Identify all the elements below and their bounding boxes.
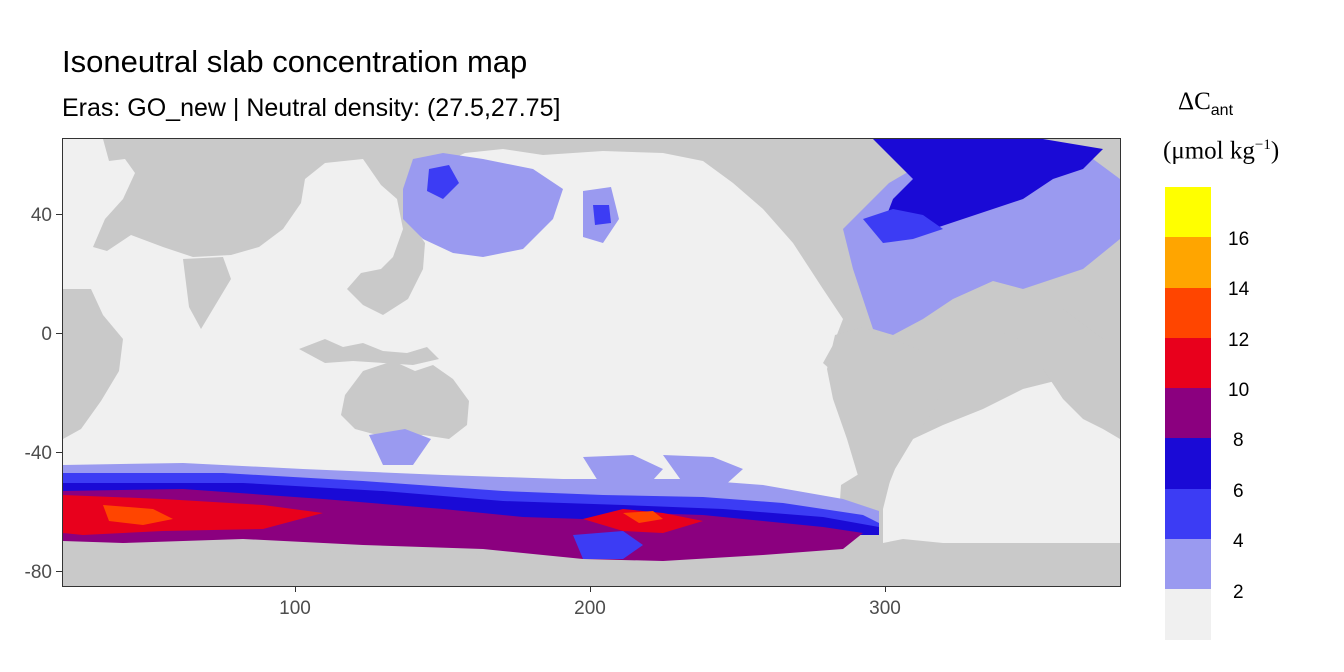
- y-tick-mark: [56, 214, 62, 215]
- x-tick-label: 300: [869, 598, 901, 619]
- chart-subtitle: Eras: GO_new | Neutral density: (27.5,27…: [62, 94, 561, 122]
- ocean-north-atlantic-deep: [873, 139, 1103, 235]
- ocean-indian-pacific: [63, 139, 883, 515]
- ocean-north-atlantic-mid: [863, 209, 943, 243]
- x-tick-label: 200: [574, 598, 606, 619]
- land-india: [183, 257, 231, 329]
- legend-title: ΔCant: [1178, 88, 1234, 119]
- legend-label: 6: [1233, 481, 1244, 502]
- x-tick-mark: [590, 586, 591, 592]
- legend-label: 2: [1233, 582, 1244, 603]
- y-tick-label: -40: [24, 443, 52, 464]
- map-panel: [62, 138, 1121, 587]
- chart-title: Isoneutral slab concentration map: [62, 44, 528, 79]
- southern-band-12b: [623, 511, 663, 523]
- y-tick-label: 40: [30, 205, 52, 226]
- southern-band-10: [63, 495, 323, 535]
- legend-swatch: [1165, 539, 1211, 590]
- y-tick-mark: [56, 452, 62, 453]
- legend-swatch: [1165, 438, 1211, 489]
- land-south-america: [827, 327, 943, 521]
- map-svg: [63, 139, 1120, 586]
- legend-swatch: [1165, 287, 1211, 338]
- ocean-okhotsk: [427, 165, 459, 199]
- legend-swatch: [1165, 187, 1211, 238]
- land-africa-east: [63, 289, 123, 439]
- legend-label: 16: [1228, 229, 1250, 250]
- land-indonesia: [299, 339, 439, 365]
- legend-label: 14: [1228, 279, 1250, 300]
- y-tick-mark: [56, 571, 62, 572]
- x-tick-mark: [885, 586, 886, 592]
- legend-label: 4: [1233, 531, 1244, 552]
- y-tick-label: 0: [41, 324, 52, 345]
- legend-label: 12: [1228, 330, 1250, 351]
- legend-unit: (μmol kg−1): [1163, 137, 1280, 165]
- legend-colorbar: [1165, 187, 1211, 640]
- land-australia: [341, 361, 469, 439]
- southern-band-12: [103, 505, 173, 525]
- legend-label: 8: [1233, 430, 1244, 451]
- land-africa-west: [939, 279, 1120, 439]
- land-antarctica: [63, 539, 1120, 586]
- ocean-patch-tasman: [369, 429, 431, 465]
- x-tick-mark: [295, 586, 296, 592]
- y-tick-label: -80: [24, 562, 52, 583]
- legend-label: 10: [1228, 380, 1250, 401]
- legend-swatch: [1165, 488, 1211, 540]
- ocean-atlantic-south: [883, 379, 1120, 549]
- y-tick-mark: [56, 333, 62, 334]
- legend-swatch: [1165, 388, 1211, 439]
- ocean-north-pacific-spot: [593, 205, 611, 225]
- southern-ross-blue: [573, 531, 643, 559]
- x-tick-label: 100: [279, 598, 311, 619]
- legend-swatch: [1165, 237, 1211, 288]
- legend-swatch: [1165, 589, 1211, 640]
- legend-swatch: [1165, 337, 1211, 389]
